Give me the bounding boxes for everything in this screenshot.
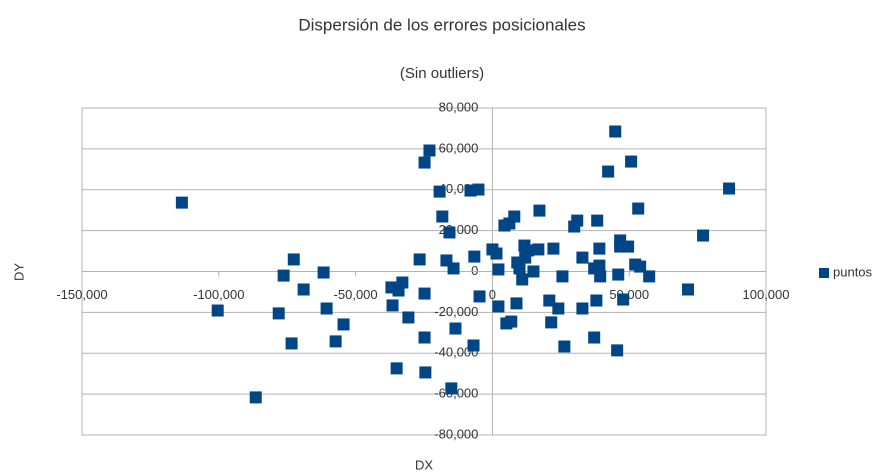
point [558,340,571,353]
point [590,294,603,307]
point [594,270,607,283]
x-tick-label: -150,000 [56,287,107,302]
point [418,287,431,300]
x-axis-label: DX [415,457,433,472]
y-tick-label: -80,000 [434,426,478,441]
x-tick-label: 100,000 [743,287,790,302]
point [543,294,556,307]
point [386,299,399,312]
point [576,251,589,264]
point [473,290,486,303]
point [317,266,330,279]
chart-subtitle: (Sin outliers) [400,65,484,82]
point [277,269,290,282]
point [472,183,485,196]
x-tick-label: -100,000 [193,287,244,302]
point [413,253,426,266]
point [390,362,403,375]
point [287,253,300,266]
point [617,293,630,306]
y-tick-label: -20,000 [434,304,478,319]
point [611,344,624,357]
point [547,242,560,255]
point [175,196,188,209]
point [576,302,589,315]
point [588,331,601,344]
x-tick-label: -50,000 [334,287,378,302]
point [503,217,516,230]
point [527,265,540,278]
point [625,155,638,168]
point [593,259,606,272]
point [552,302,565,315]
point [533,204,546,217]
point [602,165,615,178]
point [467,339,480,352]
point [697,229,710,242]
point [591,214,604,227]
point [545,316,558,329]
point [449,322,462,335]
legend-marker [819,268,829,278]
point [285,337,298,350]
point [447,262,460,275]
point [468,250,481,263]
x-tick-label: 50,000 [609,287,649,302]
point [510,297,523,310]
point [329,335,342,348]
point [609,125,622,138]
point [519,251,532,264]
point [643,270,656,283]
point [612,268,625,281]
legend-label: puntos [833,264,873,279]
point [632,202,645,215]
point [634,260,647,273]
point [505,315,518,328]
point [571,214,584,227]
point [490,247,503,260]
point [492,263,505,276]
point [418,156,431,169]
point [337,318,350,331]
x-tick-label: 0 [489,287,496,302]
point [418,331,431,344]
point [516,273,529,286]
y-tick-label: -40,000 [434,345,478,360]
point [396,276,409,289]
y-tick-label: 60,000 [439,140,479,155]
point [723,182,736,195]
point [445,382,458,395]
point [402,311,415,324]
point [443,226,456,239]
point [556,270,569,283]
point [513,262,526,275]
point [682,283,695,296]
point [419,366,432,379]
y-axis-label: DY [11,263,26,281]
point [532,243,545,256]
point [522,244,535,257]
point [272,307,285,320]
point [297,283,310,296]
point [593,242,606,255]
point [320,302,333,315]
point [249,391,262,404]
chart-title: Dispersión de los errores posicionales [298,15,585,34]
point [508,210,521,223]
point [622,240,635,253]
y-tick-label: 0 [471,263,478,278]
point [423,144,436,157]
point [211,304,224,317]
point [436,210,449,223]
y-tick-label: 80,000 [439,99,479,114]
point [492,300,505,313]
point [433,185,446,198]
